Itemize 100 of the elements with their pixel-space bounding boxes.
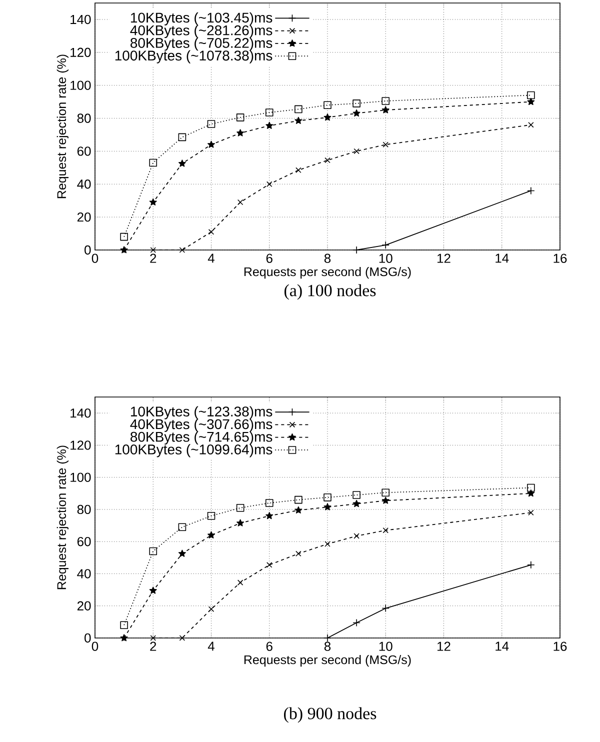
- point: [324, 541, 330, 547]
- point: [296, 167, 302, 174]
- point: [352, 109, 360, 117]
- point: [120, 232, 128, 241]
- point: [354, 533, 360, 539]
- point: [266, 512, 274, 520]
- point: [382, 488, 390, 496]
- point: [120, 246, 128, 254]
- point: [236, 504, 244, 512]
- point: [236, 519, 244, 526]
- point: [352, 100, 360, 108]
- x-tick-label: 6: [266, 642, 272, 651]
- x-tick-label: 0: [92, 254, 98, 263]
- legend-label: 40KBytes (~307.66)ms: [130, 418, 272, 432]
- y-tick-label: 0: [84, 633, 91, 643]
- legend-label: 100KBytes (~1078.38)ms: [115, 50, 272, 64]
- point: [352, 500, 360, 508]
- point: [207, 512, 216, 520]
- point: [179, 247, 186, 253]
- point: [382, 106, 390, 114]
- x-axis-title: Requests per second (MSG/s): [244, 654, 411, 667]
- point: [236, 114, 244, 122]
- point: [324, 114, 332, 121]
- x-tick-label: 16: [554, 254, 567, 263]
- point: [178, 160, 186, 167]
- point: [208, 531, 215, 538]
- x-tick-label: 12: [438, 254, 450, 263]
- x-tick-label: 16: [554, 642, 567, 651]
- point: [324, 157, 330, 164]
- legend-label: 80KBytes (~714.65)ms: [130, 432, 272, 445]
- point: [352, 491, 360, 499]
- y-tick-label: 0: [84, 245, 91, 255]
- x-tick-label: 2: [150, 254, 156, 263]
- y-tick-label: 120: [70, 440, 91, 450]
- point: [324, 494, 332, 502]
- point: [178, 550, 186, 557]
- point: [296, 550, 302, 557]
- point: [149, 198, 157, 206]
- point: [265, 499, 274, 507]
- point: [266, 181, 272, 188]
- x-tick-label: 4: [208, 642, 214, 651]
- point: [149, 586, 157, 594]
- point: [236, 129, 244, 136]
- x-tick-label: 8: [324, 642, 331, 651]
- y-tick-label: 60: [77, 536, 91, 546]
- x-tick-label: 12: [438, 642, 450, 651]
- point: [120, 634, 128, 642]
- point: [207, 120, 216, 128]
- point: [179, 635, 186, 641]
- point: [324, 503, 332, 510]
- point: [528, 122, 534, 128]
- point: [382, 496, 390, 504]
- y-tick-label: 140: [70, 408, 91, 418]
- x-tick-label: 8: [324, 254, 331, 263]
- point: [150, 635, 156, 641]
- y-tick-label: 20: [77, 601, 91, 610]
- point: [208, 140, 215, 148]
- y-tick-label: 80: [77, 114, 91, 123]
- point: [208, 606, 214, 612]
- x-tick-label: 10: [379, 254, 392, 263]
- y-tick-label: 60: [77, 146, 91, 156]
- point: [150, 247, 156, 253]
- point: [294, 496, 302, 504]
- legend-label: 10KBytes (~103.45)ms: [130, 12, 272, 26]
- y-tick-label: 100: [70, 472, 91, 482]
- point: [149, 158, 158, 167]
- y-axis-title: Request rejection rate (%): [56, 54, 69, 198]
- point: [527, 98, 535, 106]
- x-tick-label: 4: [208, 254, 214, 263]
- y-tick-label: 40: [77, 180, 91, 189]
- point: [237, 199, 244, 206]
- y-tick-label: 20: [77, 212, 91, 222]
- point: [266, 562, 272, 568]
- point: [120, 621, 128, 630]
- point: [527, 489, 535, 497]
- point: [266, 122, 274, 129]
- point: [527, 91, 535, 100]
- point: [294, 506, 302, 514]
- y-tick-label: 140: [70, 14, 91, 24]
- legend-label: 100KBytes (~1099.64)ms: [115, 444, 272, 458]
- text: (a) 100 nodes: [284, 284, 376, 300]
- point: [294, 105, 302, 114]
- point: [237, 580, 244, 586]
- point: [382, 97, 390, 105]
- x-tick-label: 2: [150, 642, 156, 651]
- point: [324, 101, 332, 109]
- point: [354, 148, 360, 154]
- point: [208, 229, 214, 235]
- x-axis-title: Requests per second (MSG/s): [244, 266, 411, 279]
- point: [382, 142, 388, 148]
- x-tick-label: 14: [496, 642, 509, 651]
- y-tick-label: 100: [70, 80, 91, 90]
- point: [265, 108, 274, 116]
- legend-label: 10KBytes (~123.38)ms: [130, 406, 272, 420]
- y-tick-label: 40: [77, 569, 91, 578]
- x-tick-label: 6: [266, 254, 272, 263]
- point: [527, 484, 535, 492]
- legend-label: 40KBytes (~281.26)ms: [130, 24, 272, 38]
- point: [178, 523, 186, 532]
- legend-label: 80KBytes (~705.22)ms: [130, 38, 272, 51]
